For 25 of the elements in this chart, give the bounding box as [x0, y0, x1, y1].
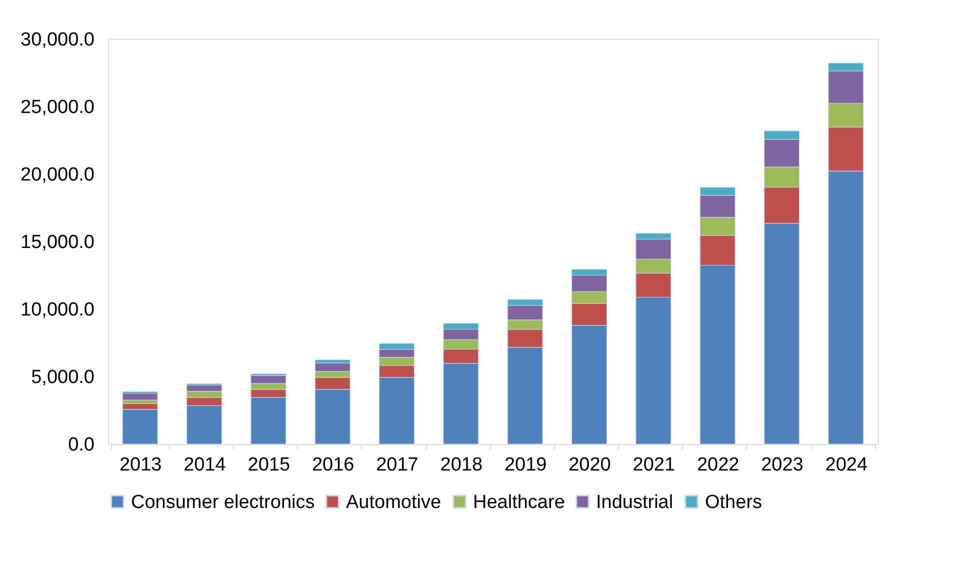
legend-label: Others — [705, 492, 762, 513]
x-tick-label: 2013 — [119, 454, 162, 476]
y-tick-label: 25,000.0 — [20, 97, 94, 118]
x-tick-label: 2017 — [376, 454, 418, 476]
x-tick-label: 2019 — [504, 454, 547, 476]
y-tick-label: 0.0 — [68, 434, 94, 456]
x-tick-label: 2021 — [632, 454, 676, 476]
legend-label: Consumer electronics — [131, 492, 315, 513]
x-tick-label: 2023 — [761, 454, 804, 476]
bar — [122, 392, 158, 400]
x-tick-label: 2024 — [825, 454, 868, 476]
y-tick-label: 10,000.0 — [20, 300, 94, 320]
legend-label: Industrial — [596, 492, 674, 513]
y-tick-label: 15,000.0 — [20, 232, 94, 253]
x-tick-label: 2018 — [440, 454, 483, 476]
y-tick-label: 20,000.0 — [20, 164, 94, 186]
x-tick-label: 2022 — [696, 454, 740, 476]
x-tick-label: 2016 — [312, 454, 354, 476]
x-tick-label: 2020 — [568, 454, 611, 476]
y-tick-label: 5,000.0 — [31, 367, 94, 388]
legend-label: Automotive — [346, 492, 442, 513]
x-tick-label: 2015 — [248, 454, 290, 476]
y-tick-label: 30,000.0 — [20, 30, 94, 50]
x-tick-label: 2014 — [184, 454, 226, 476]
legend-label: Healthcare — [473, 492, 565, 513]
